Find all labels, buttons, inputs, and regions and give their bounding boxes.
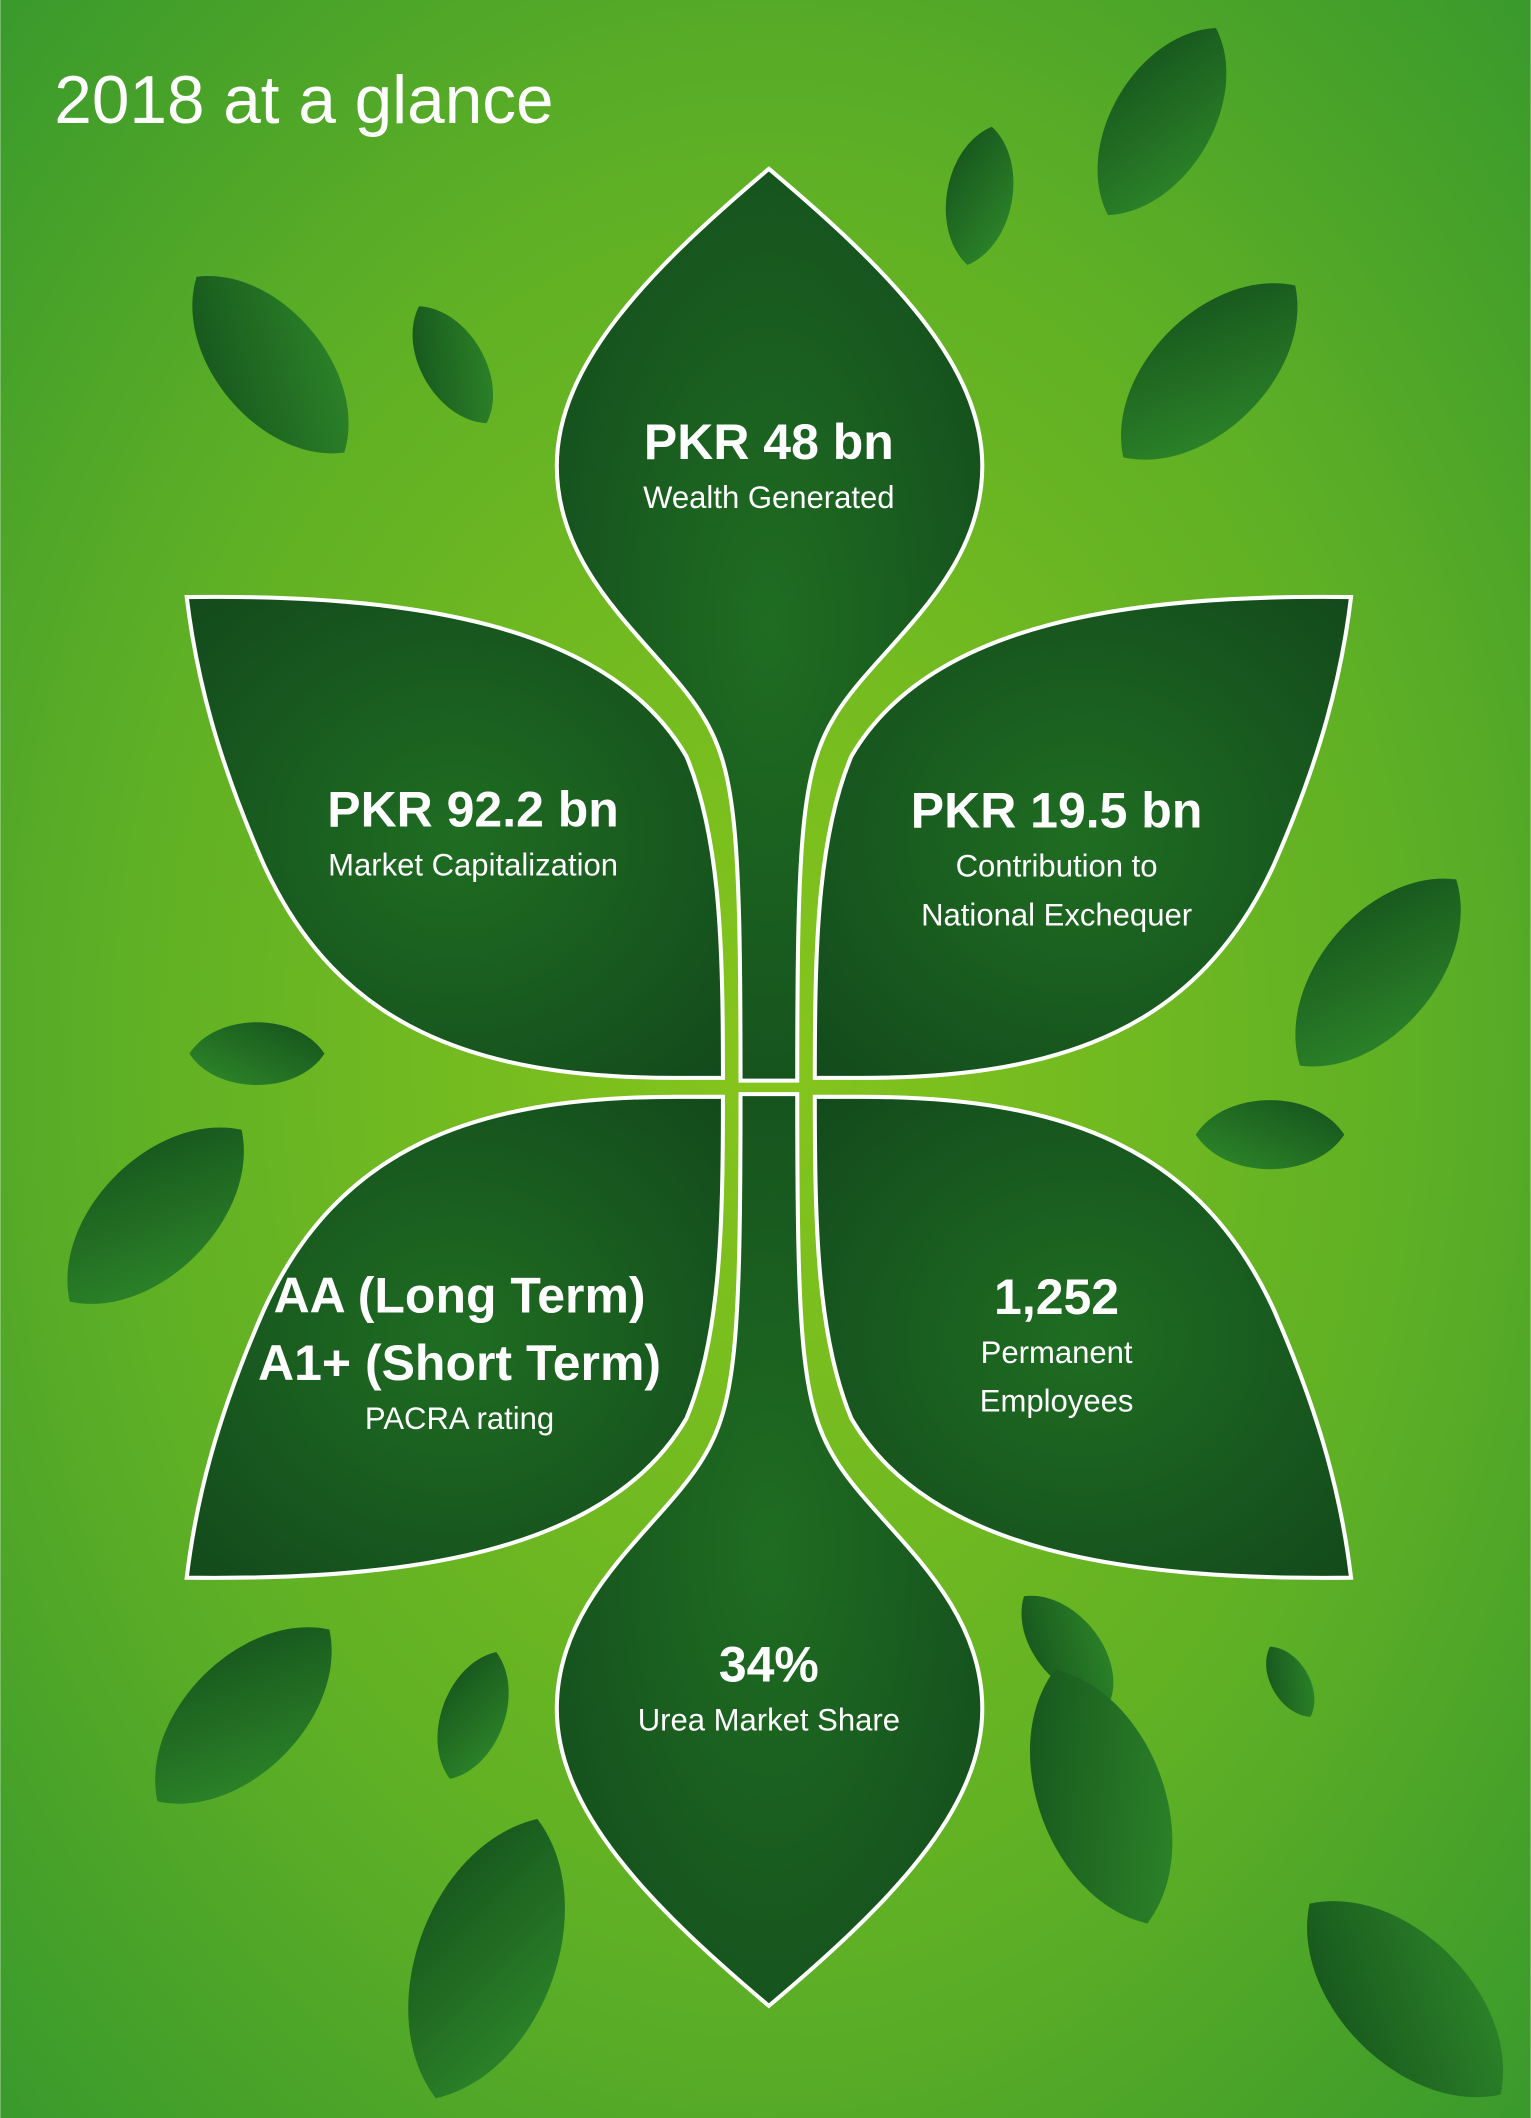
highlight-label: Employees [980, 1384, 1134, 1419]
highlight-value: A1+ (Short Term) [258, 1335, 661, 1391]
highlight-label: Permanent [981, 1335, 1133, 1370]
highlight-value: PKR 19.5 bn [911, 783, 1203, 839]
highlight-value: PKR 92.2 bn [327, 781, 619, 837]
highlight-value: 34% [719, 1636, 819, 1692]
highlight-label: Contribution to [956, 849, 1158, 884]
highlight-value: AA (Long Term) [274, 1268, 646, 1324]
page-title: 2018 at a glance [54, 63, 553, 138]
highlight-value: 1,252 [994, 1269, 1119, 1325]
infographic: 2018 at a glance PKR 48 bn Wealth Generat… [0, 0, 1531, 2118]
page: 2018 at a glance PKR 48 bn Wealth Generat… [0, 0, 1531, 2118]
highlight-label: Wealth Generated [643, 480, 894, 515]
highlight-label: Urea Market Share [638, 1702, 900, 1737]
highlight-value: PKR 48 bn [644, 414, 894, 470]
highlight-label: Market Capitalization [328, 847, 618, 882]
highlight-label: National Exchequer [921, 897, 1192, 932]
highlight-label: PACRA rating [365, 1401, 554, 1436]
